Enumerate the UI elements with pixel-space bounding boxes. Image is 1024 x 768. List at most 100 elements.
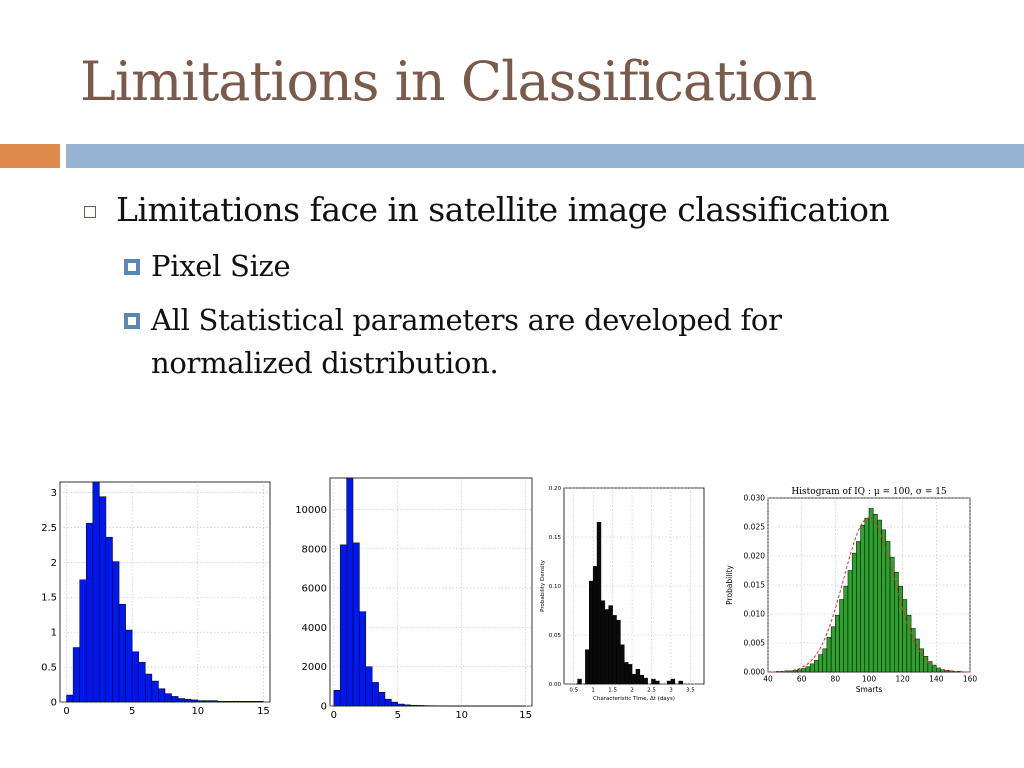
histogram-bar [608, 605, 613, 685]
y-tick-label: 1.5 [41, 593, 57, 604]
histogram-bar [919, 648, 924, 673]
histogram-bar [177, 698, 185, 703]
x-tick-label: 120 [896, 675, 911, 684]
x-tick-label: 10 [191, 706, 204, 717]
y-tick-label: 0 [51, 698, 57, 709]
x-tick-label: 1 [591, 688, 595, 694]
histogram-bar [809, 663, 815, 673]
y-tick-label: 6000 [302, 584, 327, 595]
histogram-bar [410, 704, 418, 707]
histogram-bar [894, 571, 899, 673]
sub-bullet-text: Pixel Size [151, 249, 291, 283]
y-tick-label: 0.10 [549, 584, 562, 590]
x-tick-label: 15 [519, 710, 532, 721]
histogram-bar [416, 705, 424, 707]
x-tick-label: 0.5 [569, 688, 578, 694]
histogram-bar [145, 673, 153, 703]
histogram-bar [118, 603, 126, 703]
x-tick-label: 10 [455, 710, 468, 721]
y-tick-label: 4000 [302, 623, 327, 634]
y-axis-label: Probability [726, 565, 734, 605]
histogram-bar [585, 649, 590, 685]
y-tick-label: 0.020 [744, 552, 766, 561]
histogram-bar [872, 513, 878, 673]
histogram-bar [158, 688, 166, 703]
bullet-main-text: Limitations face in satellite image clas… [116, 190, 890, 229]
histogram-bar [125, 629, 133, 703]
histogram-chart-4: 40 60 80 100 120 140 160 0.000 0.005 0.010 0.015 0.… [726, 482, 984, 704]
histogram-bar [112, 561, 120, 703]
x-tick-label: 5 [129, 706, 135, 717]
y-tick-label: 2.5 [41, 523, 57, 534]
x-tick-label: 160 [963, 675, 978, 684]
y-tick-label: 0.15 [549, 535, 562, 541]
histogram-bar [936, 667, 941, 673]
histogram-bar [339, 544, 347, 707]
histogram-bar [631, 673, 637, 685]
x-tick-label: 15 [257, 706, 270, 717]
x-tick-label: 2 [630, 688, 634, 694]
x-tick-label: 0 [331, 710, 337, 721]
x-tick-label: 140 [929, 675, 944, 684]
y-tick-label: 2 [51, 558, 57, 569]
y-tick-label: 0.005 [744, 639, 766, 648]
histogram-bar [902, 599, 908, 673]
sub-bullet-icon [124, 259, 140, 275]
histogram-bar [346, 477, 354, 707]
y-tick-label: 0.05 [549, 633, 562, 639]
histogram-bar [79, 579, 87, 703]
histogram-bar [171, 696, 179, 703]
histogram-bar [236, 701, 244, 703]
page-title: Limitations in Classification [80, 50, 817, 113]
y-tick-label: 0.015 [744, 581, 766, 590]
histogram-bar [655, 680, 660, 685]
histogram-bar [822, 648, 828, 673]
histogram-bar [184, 698, 192, 703]
histogram-bar [868, 508, 874, 673]
chart-title: Histogram of IQ : μ = 100, σ = 15 [791, 487, 947, 497]
histogram-bar [797, 669, 802, 673]
histogram-bar [378, 691, 386, 707]
histogram-bar [197, 700, 205, 703]
histogram-bar [217, 701, 225, 703]
histogram-bar [805, 666, 811, 673]
normal-curve-line [768, 517, 970, 673]
y-tick-label: 0.5 [41, 663, 57, 674]
histogram-bar [72, 647, 80, 703]
histogram-chart-3: 0.5 1 1.5 2 2.5 3 3.5 0.00 0.05 0.10 0.15 0.20 Chara… [538, 482, 708, 704]
y-tick-label: 0.025 [744, 523, 766, 532]
histogram-bar [164, 693, 172, 703]
histogram-bar [403, 704, 411, 707]
histogram-bar [604, 609, 609, 685]
histogram-bar [352, 542, 360, 707]
y-tick-label: 1 [51, 628, 57, 639]
histogram-bar [678, 680, 683, 685]
histogram-bar [86, 522, 94, 703]
sub-bullet-text-continued: normalized distribution. [151, 346, 499, 380]
histogram-bar [851, 552, 857, 673]
x-tick-label: 3 [669, 688, 673, 694]
sub-bullet-text: All Statistical parameters are developed… [151, 303, 782, 337]
y-tick-label: 8000 [302, 544, 327, 555]
histogram-bar [643, 677, 648, 685]
x-axis-label: Smarts [856, 685, 883, 694]
histogram-bar [860, 525, 866, 673]
y-tick-label: 10000 [295, 505, 327, 516]
y-tick-label: 3 [51, 488, 57, 499]
accent-bar-blue [66, 144, 1024, 168]
histogram-bar [131, 651, 139, 703]
histogram-bar [864, 518, 870, 673]
histogram-bar [151, 680, 159, 703]
y-tick-label: 0.00 [549, 682, 562, 688]
histogram-bar [915, 638, 920, 673]
x-tick-label: 80 [831, 675, 841, 684]
histogram-bar [801, 668, 807, 673]
y-axis-label: Probability Density [540, 559, 546, 611]
x-tick-label: 3.5 [686, 688, 695, 694]
histogram-bar [877, 519, 882, 673]
histogram-bar [910, 628, 916, 673]
histogram-bar [830, 626, 836, 673]
histogram-bar [105, 536, 113, 703]
histogram-bar [627, 664, 633, 685]
histogram-bar [333, 690, 341, 707]
